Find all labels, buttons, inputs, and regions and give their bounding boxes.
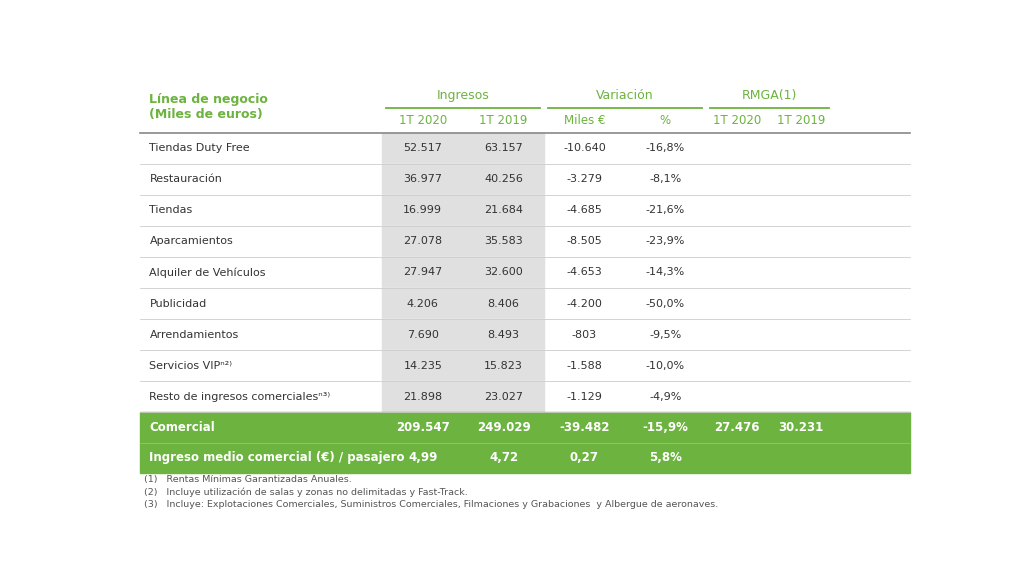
Text: -8.505: -8.505 [566, 236, 602, 247]
Text: 27.947: 27.947 [403, 267, 442, 278]
Text: 14.235: 14.235 [403, 361, 442, 371]
Text: 63.157: 63.157 [484, 143, 523, 153]
Text: 5,8%: 5,8% [649, 451, 682, 464]
Bar [382, 257, 544, 288]
Text: Comercial: Comercial [150, 421, 215, 434]
Text: 23.027: 23.027 [484, 392, 523, 402]
Text: 1T 2019: 1T 2019 [479, 114, 527, 127]
Text: 1T 2019: 1T 2019 [776, 114, 825, 127]
Text: (2)   Incluye utilización de salas y zonas no delimitadas y Fast-Track.: (2) Incluye utilización de salas y zonas… [143, 487, 468, 497]
Text: Arrendamientos: Arrendamientos [150, 329, 239, 340]
Text: 21.898: 21.898 [403, 392, 442, 402]
Bar [382, 226, 544, 257]
Text: 8.493: 8.493 [487, 329, 519, 340]
Text: Variación: Variación [596, 89, 653, 102]
Text: 209.547: 209.547 [396, 421, 450, 434]
Text: 4,99: 4,99 [409, 451, 437, 464]
Text: 0,27: 0,27 [570, 451, 599, 464]
Bar [382, 350, 544, 381]
Text: -4,9%: -4,9% [649, 392, 682, 402]
Text: Línea de negocio
(Miles de euros): Línea de negocio (Miles de euros) [150, 93, 268, 122]
Bar [140, 350, 909, 381]
Text: -4.685: -4.685 [566, 205, 602, 215]
Text: Ingreso medio comercial (€) / pasajero: Ingreso medio comercial (€) / pasajero [150, 451, 404, 464]
Text: %: % [659, 114, 671, 127]
Text: Tiendas: Tiendas [150, 205, 193, 215]
Bar [140, 226, 909, 257]
Text: RMGA(1): RMGA(1) [741, 89, 797, 102]
Text: 15.823: 15.823 [484, 361, 523, 371]
Text: -3.279: -3.279 [566, 174, 602, 184]
Text: -50,0%: -50,0% [646, 298, 685, 309]
Text: Publicidad: Publicidad [150, 298, 207, 309]
Bar [140, 164, 909, 195]
Text: -4.653: -4.653 [566, 267, 602, 278]
Text: 16.999: 16.999 [403, 205, 442, 215]
Bar [382, 319, 544, 350]
Bar [140, 381, 909, 412]
Text: Alquiler de Vehículos: Alquiler de Vehículos [150, 267, 266, 278]
Text: -9,5%: -9,5% [649, 329, 681, 340]
Bar [140, 319, 909, 350]
Text: 1T 2020: 1T 2020 [713, 114, 762, 127]
Text: 1T 2020: 1T 2020 [398, 114, 446, 127]
Text: -21,6%: -21,6% [646, 205, 685, 215]
Text: Servicios VIPⁿ²⁾: Servicios VIPⁿ²⁾ [150, 361, 232, 371]
Bar [382, 164, 544, 195]
Text: 7.690: 7.690 [407, 329, 438, 340]
Text: 52.517: 52.517 [403, 143, 442, 153]
Text: (1)   Rentas Mínimas Garantizadas Anuales.: (1) Rentas Mínimas Garantizadas Anuales. [143, 475, 351, 484]
Text: Ingresos: Ingresos [437, 89, 489, 102]
Text: 35.583: 35.583 [484, 236, 523, 247]
Text: (3)   Incluye: Explotaciones Comerciales, Suministros Comerciales, Filmaciones y: (3) Incluye: Explotaciones Comerciales, … [143, 500, 718, 509]
Text: 27.078: 27.078 [403, 236, 442, 247]
Text: 249.029: 249.029 [477, 421, 530, 434]
Text: Restauración: Restauración [150, 174, 222, 184]
Bar [382, 132, 544, 164]
Text: -10,0%: -10,0% [646, 361, 685, 371]
Text: -8,1%: -8,1% [649, 174, 681, 184]
Bar [140, 412, 909, 442]
Bar [140, 442, 909, 473]
Text: -1.588: -1.588 [566, 361, 602, 371]
Bar [382, 288, 544, 319]
Text: -10.640: -10.640 [563, 143, 606, 153]
Text: -39.482: -39.482 [559, 421, 609, 434]
Bar [140, 195, 909, 226]
Bar [140, 132, 909, 164]
Text: Miles €: Miles € [563, 114, 605, 127]
Text: Aparcamientos: Aparcamientos [150, 236, 233, 247]
Text: -803: -803 [571, 329, 597, 340]
Text: -4.200: -4.200 [566, 298, 602, 309]
Text: -1.129: -1.129 [566, 392, 602, 402]
Bar [382, 195, 544, 226]
Text: -23,9%: -23,9% [645, 236, 685, 247]
Bar [140, 288, 909, 319]
Text: Tiendas Duty Free: Tiendas Duty Free [150, 143, 250, 153]
Text: -14,3%: -14,3% [646, 267, 685, 278]
Text: -16,8%: -16,8% [646, 143, 685, 153]
Text: 21.684: 21.684 [484, 205, 523, 215]
Text: 40.256: 40.256 [484, 174, 523, 184]
Text: 27.476: 27.476 [715, 421, 760, 434]
Text: 30.231: 30.231 [778, 421, 823, 434]
Text: 32.600: 32.600 [484, 267, 523, 278]
Text: -15,9%: -15,9% [642, 421, 688, 434]
Bar [140, 257, 909, 288]
Text: 36.977: 36.977 [403, 174, 442, 184]
Text: 4,72: 4,72 [489, 451, 518, 464]
Bar [382, 381, 544, 412]
Text: 4.206: 4.206 [407, 298, 438, 309]
Text: 8.406: 8.406 [487, 298, 519, 309]
Text: Resto de ingresos comercialesⁿ³⁾: Resto de ingresos comercialesⁿ³⁾ [150, 392, 331, 402]
